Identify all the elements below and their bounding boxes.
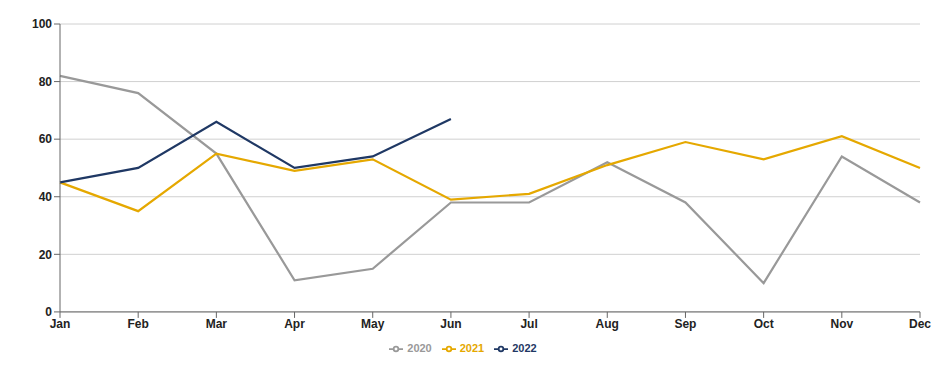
svg-text:0: 0 — [45, 305, 52, 319]
svg-text:Sep: Sep — [674, 317, 696, 331]
svg-text:Jul: Jul — [520, 317, 537, 331]
svg-text:80: 80 — [39, 75, 53, 89]
html-text:2020: 2020 — [407, 341, 432, 354]
svg-text:Apr: Apr — [284, 317, 305, 331]
svg-text:Mar: Mar — [206, 317, 228, 331]
svg-text:Aug: Aug — [596, 317, 619, 331]
html-text:2022: 2022 — [512, 341, 537, 354]
svg-text:Jan: Jan — [50, 317, 71, 331]
svg-text:Nov: Nov — [830, 317, 853, 331]
svg-text:May: May — [361, 317, 385, 331]
svg-text:20: 20 — [39, 248, 53, 262]
html-text:2021: 2021 — [459, 341, 485, 354]
svg-text:100: 100 — [32, 17, 52, 31]
svg-text:Jun: Jun — [440, 317, 461, 331]
svg-text:Feb: Feb — [128, 317, 149, 331]
svg-text:Dec: Dec — [909, 317, 931, 331]
svg-text:40: 40 — [39, 190, 53, 204]
svg-text:60: 60 — [39, 132, 53, 146]
svg-text:Oct: Oct — [754, 317, 774, 331]
